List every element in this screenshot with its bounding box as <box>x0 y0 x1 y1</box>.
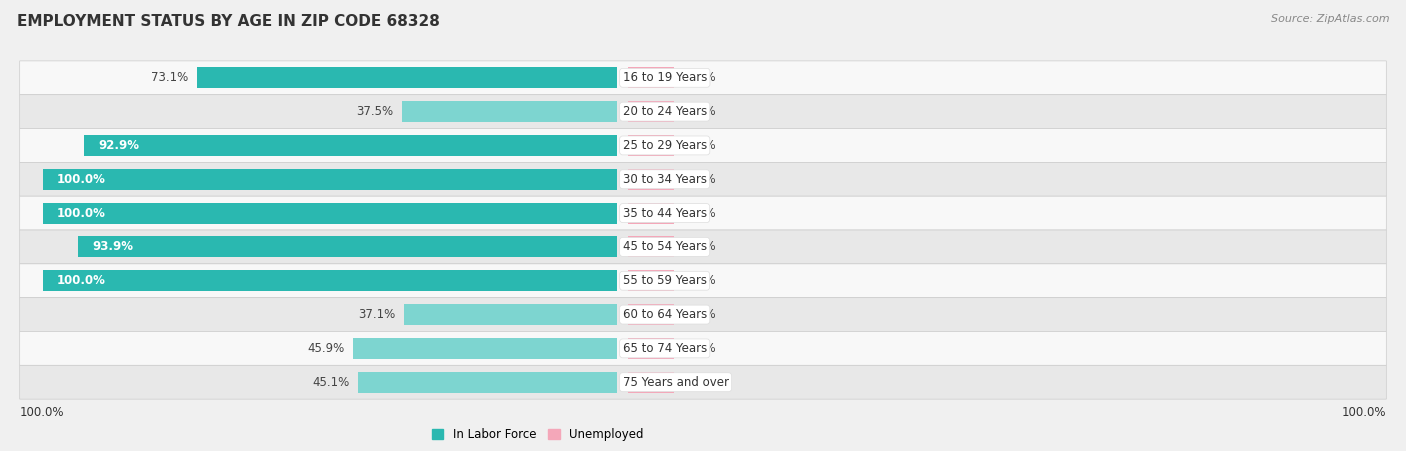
Text: 25 to 29 Years: 25 to 29 Years <box>623 139 707 152</box>
Bar <box>628 270 675 291</box>
Text: 45.9%: 45.9% <box>308 342 344 355</box>
FancyBboxPatch shape <box>20 298 1386 331</box>
Bar <box>628 372 675 393</box>
Bar <box>628 67 675 88</box>
FancyBboxPatch shape <box>20 264 1386 298</box>
FancyBboxPatch shape <box>20 129 1386 162</box>
FancyBboxPatch shape <box>20 365 1386 399</box>
Text: 100.0%: 100.0% <box>20 406 65 419</box>
Text: 37.1%: 37.1% <box>359 308 395 321</box>
Text: 0.0%: 0.0% <box>686 376 716 389</box>
Bar <box>628 338 675 359</box>
Text: 75 Years and over: 75 Years and over <box>623 376 728 389</box>
FancyBboxPatch shape <box>20 162 1386 196</box>
Bar <box>353 338 617 359</box>
Text: 45 to 54 Years: 45 to 54 Years <box>623 240 707 253</box>
FancyBboxPatch shape <box>20 61 1386 95</box>
Text: 0.0%: 0.0% <box>686 308 716 321</box>
Bar <box>628 304 675 325</box>
Bar <box>42 202 617 224</box>
Text: 0.0%: 0.0% <box>686 274 716 287</box>
Text: 92.9%: 92.9% <box>98 139 139 152</box>
Bar <box>42 270 617 291</box>
Bar <box>628 202 675 224</box>
Bar <box>628 169 675 190</box>
Bar <box>628 101 675 122</box>
Text: 100.0%: 100.0% <box>58 207 105 220</box>
FancyBboxPatch shape <box>20 230 1386 264</box>
Bar <box>83 135 617 156</box>
Bar <box>402 101 617 122</box>
Text: 30 to 34 Years: 30 to 34 Years <box>623 173 707 186</box>
Text: 0.0%: 0.0% <box>686 240 716 253</box>
Text: 65 to 74 Years: 65 to 74 Years <box>623 342 707 355</box>
Text: 93.9%: 93.9% <box>93 240 134 253</box>
Text: 100.0%: 100.0% <box>58 274 105 287</box>
Text: 0.0%: 0.0% <box>686 207 716 220</box>
FancyBboxPatch shape <box>20 331 1386 365</box>
Text: 0.0%: 0.0% <box>686 139 716 152</box>
Text: 55 to 59 Years: 55 to 59 Years <box>623 274 707 287</box>
FancyBboxPatch shape <box>20 95 1386 129</box>
Text: 16 to 19 Years: 16 to 19 Years <box>623 71 707 84</box>
Bar <box>404 304 617 325</box>
FancyBboxPatch shape <box>20 196 1386 230</box>
Text: 45.1%: 45.1% <box>312 376 349 389</box>
Bar <box>628 236 675 258</box>
Text: 100.0%: 100.0% <box>58 173 105 186</box>
Text: 35 to 44 Years: 35 to 44 Years <box>623 207 707 220</box>
Text: 60 to 64 Years: 60 to 64 Years <box>623 308 707 321</box>
Bar <box>359 372 617 393</box>
Text: 0.0%: 0.0% <box>686 342 716 355</box>
Text: EMPLOYMENT STATUS BY AGE IN ZIP CODE 68328: EMPLOYMENT STATUS BY AGE IN ZIP CODE 683… <box>17 14 440 28</box>
Text: 0.0%: 0.0% <box>686 105 716 118</box>
Text: 100.0%: 100.0% <box>1341 406 1386 419</box>
Text: 0.0%: 0.0% <box>686 173 716 186</box>
Bar <box>42 169 617 190</box>
Bar <box>77 236 617 258</box>
Legend: In Labor Force, Unemployed: In Labor Force, Unemployed <box>427 423 648 446</box>
Text: Source: ZipAtlas.com: Source: ZipAtlas.com <box>1271 14 1389 23</box>
Bar <box>628 135 675 156</box>
Text: 37.5%: 37.5% <box>356 105 392 118</box>
Text: 0.0%: 0.0% <box>686 71 716 84</box>
Text: 20 to 24 Years: 20 to 24 Years <box>623 105 707 118</box>
Text: 73.1%: 73.1% <box>152 71 188 84</box>
Bar <box>197 67 617 88</box>
